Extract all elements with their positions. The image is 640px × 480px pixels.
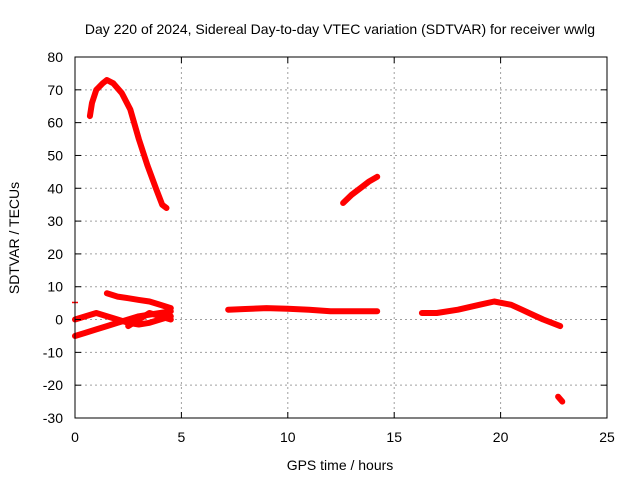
y-tick-label: 30: [47, 213, 63, 229]
y-tick-label: 0: [55, 312, 63, 328]
y-tick-label: -30: [43, 410, 63, 426]
y-tick-label: 10: [47, 279, 63, 295]
series-arc-high-1: [86, 77, 170, 211]
y-tick-label: 80: [47, 49, 63, 65]
y-axis-label: SDTVAR / TECUs: [6, 182, 22, 294]
x-tick-label: 10: [280, 429, 296, 445]
x-tick-label: 15: [386, 429, 402, 445]
series-arc-low-4: [125, 310, 174, 330]
plot-frame: [74, 56, 608, 419]
x-tick-label: 5: [178, 429, 186, 445]
series-arc-late: [418, 298, 564, 330]
y-tick-label: 70: [47, 82, 63, 98]
y-tick-label: 40: [47, 180, 63, 196]
grid-lines: [75, 57, 607, 418]
series-arc-low-3: [103, 290, 174, 312]
y-tick-label: 50: [47, 147, 63, 163]
x-tick-labels: 0 5 10 15 20 25: [71, 429, 615, 445]
chart-title: Day 220 of 2024, Sidereal Day-to-day VTE…: [85, 21, 595, 37]
y-tick-label: 60: [47, 115, 63, 131]
y-tick-label: 20: [47, 246, 63, 262]
series-arc-mid: [225, 305, 381, 315]
x-tick-label: 25: [599, 429, 615, 445]
series-arc-low-2: [72, 310, 174, 328]
y-tick-labels: -30 -20 -10 0 10 20 30 40 50 60 70 80: [43, 49, 63, 426]
series-arc-high-2: [340, 173, 381, 206]
series-layer: [72, 77, 566, 405]
series-arc-end: [555, 393, 566, 405]
y-tick-label: -20: [43, 377, 63, 393]
axis-ticks: [74, 56, 608, 419]
x-tick-label: 20: [493, 429, 509, 445]
y-tick-label: -10: [43, 344, 63, 360]
x-axis-label: GPS time / hours: [287, 457, 394, 473]
x-tick-label: 0: [71, 429, 79, 445]
